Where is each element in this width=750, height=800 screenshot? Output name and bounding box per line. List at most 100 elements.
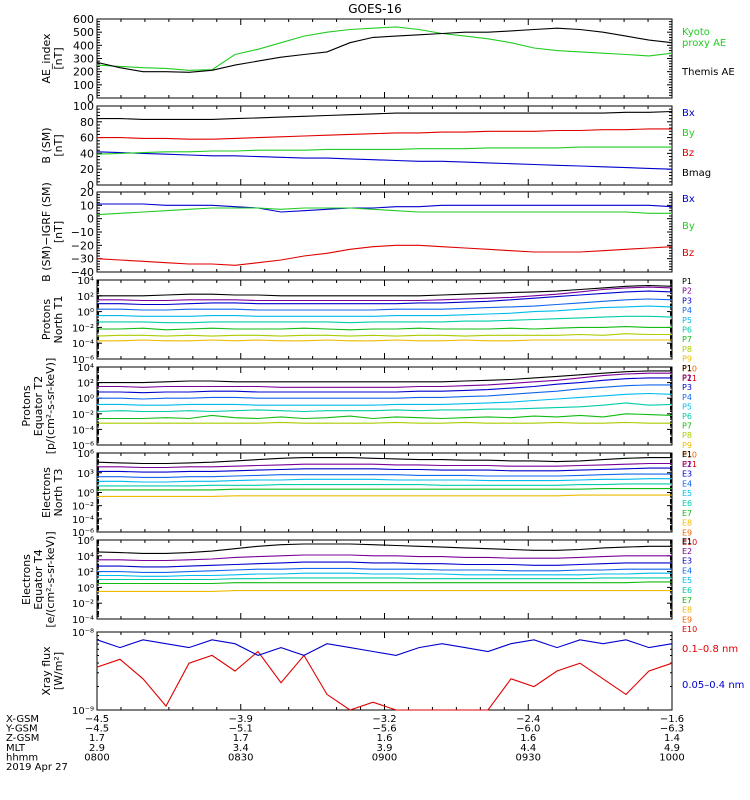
- legend-entry: Bmag: [682, 168, 711, 179]
- series-line-p3: [97, 377, 672, 394]
- y-tick-label: 100: [73, 100, 94, 113]
- y-tick-label: 10⁻²: [72, 502, 94, 513]
- y-axis-label: North T3: [52, 469, 65, 517]
- y-tick-label: 60: [80, 132, 94, 145]
- y-tick-label: 10⁻²: [72, 410, 94, 421]
- x-axis-row-label: MLT: [6, 743, 26, 754]
- y-tick-label: 10²: [77, 379, 94, 390]
- series-line-e8: [97, 590, 672, 592]
- x-axis-value: −4.5: [85, 714, 109, 725]
- legend-entry: E4: [682, 479, 692, 488]
- legend-entry: E2: [682, 547, 692, 556]
- y-axis-label: Equator T2: [32, 376, 45, 436]
- y-tick-label: 10⁻⁶: [72, 441, 94, 452]
- panel-frame: [96, 105, 673, 186]
- legend-entry: 0.05–0.4 nm: [682, 680, 744, 691]
- y-tick-label: 80: [80, 116, 94, 129]
- y-axis-label: Equator T4: [32, 549, 45, 609]
- legend-entry: P3: [682, 383, 692, 392]
- y-axis-label: B (SM): [40, 127, 53, 163]
- series-line-bmag: [97, 110, 673, 120]
- series-line-0-1-0-8-nm: [96, 650, 673, 711]
- y-tick-label: 10⁶: [77, 449, 94, 460]
- y-tick-label: 10: [80, 199, 94, 212]
- y-tick-label: 40: [80, 147, 94, 160]
- y-tick-label: −40: [71, 266, 94, 279]
- series-line-e6: [97, 483, 672, 487]
- legend-entry: By: [682, 221, 695, 232]
- y-tick-label: 10⁻⁴: [72, 515, 94, 526]
- y-tick-label: 20: [80, 163, 94, 176]
- y-tick-label: 10⁻⁴: [72, 425, 94, 436]
- y-tick-label: 10²: [77, 568, 94, 579]
- x-axis-row-label: X-GSM: [6, 714, 39, 725]
- legend-entry: P6: [682, 326, 692, 335]
- y-tick-label: 10⁻⁴: [72, 339, 94, 350]
- legend-entry: E3: [682, 470, 692, 479]
- series-line-p4: [97, 384, 672, 400]
- legend-entry: E1: [682, 537, 692, 546]
- series-line-p2: [97, 286, 673, 302]
- series-line-e5: [97, 478, 672, 483]
- x-axis-value: −3.9: [229, 714, 253, 725]
- legend-entry: E8: [682, 606, 692, 615]
- legend-entry: P8: [682, 345, 692, 354]
- legend-entry: P5: [682, 402, 692, 411]
- x-axis-value: 4.4: [520, 743, 536, 754]
- legend-entry: E4: [682, 566, 692, 575]
- x-axis-value: 1.6: [377, 733, 393, 744]
- series-line-p7: [97, 413, 673, 420]
- y-tick-label: 10⁰: [77, 583, 94, 594]
- legend-entry: E5: [682, 576, 692, 585]
- panel-5: 10⁴ 10² 10⁰ 10⁻² 10⁻⁴ 10⁻⁶ Protons Equator T2 [p…: [20, 358, 697, 469]
- x-axis-table: X-GSM −4.5 −3.9 −3.2 −2.4 −1.6 Y-GSM −4.5 −5.1 −5…: [5, 714, 685, 773]
- legend-entry: Bx: [682, 108, 695, 119]
- y-tick-label: 10⁰: [77, 308, 94, 319]
- x-axis-row-label: hhmm: [6, 752, 38, 763]
- x-axis-value: 0830: [228, 752, 253, 763]
- y-tick-label: −20: [71, 239, 94, 252]
- legend-entry: P1: [682, 364, 692, 373]
- legend-entry: 0.1–0.8 nm: [682, 644, 738, 655]
- series-line-bz: [97, 128, 672, 140]
- y-tick-label: 10⁰: [77, 394, 94, 405]
- x-axis-value: 1.7: [233, 733, 249, 744]
- y-tick-label: 10⁴: [77, 276, 94, 287]
- y-tick-label: 10⁻²: [72, 599, 94, 610]
- panel-frame: [96, 191, 673, 273]
- y-tick-label: 500: [73, 26, 94, 39]
- series-line-e1: [96, 457, 672, 465]
- series-line-by: [96, 146, 672, 155]
- series-line-p2: [97, 372, 672, 388]
- series-line-kyoto-proxy-ae: [96, 26, 673, 71]
- x-axis-value: −5.1: [229, 724, 253, 735]
- legend-entry: P6: [682, 412, 692, 421]
- x-axis-value: 1.6: [520, 733, 536, 744]
- x-axis-row-label: Z-GSM: [6, 733, 39, 744]
- x-axis-value: 3.9: [377, 743, 393, 754]
- y-axis-label: Protons: [40, 299, 53, 340]
- series-line-bz: [96, 244, 673, 266]
- y-tick-label: 0: [87, 92, 94, 105]
- x-axis-value: −1.6: [660, 714, 684, 725]
- y-tick-label: 100: [73, 79, 94, 92]
- y-axis-label: B (SM)−IGRF (SM): [40, 182, 53, 282]
- series-line-p9: [97, 339, 672, 342]
- legend-entry: P11: [682, 374, 697, 383]
- x-axis-value: −6.3: [660, 724, 684, 735]
- legend-entry: By: [682, 128, 695, 139]
- series-line-e3: [97, 467, 672, 473]
- y-tick-label: 0: [87, 213, 94, 226]
- y-tick-label: −30: [71, 253, 94, 266]
- legend-entry: Kyoto: [682, 27, 710, 38]
- y-tick-label: 600: [73, 13, 94, 26]
- date-label: 2019 Apr 27: [6, 762, 68, 773]
- y-tick-label: 10⁰: [77, 489, 94, 500]
- legend-entry: P11: [682, 460, 697, 469]
- series-line-p7: [97, 326, 672, 331]
- x-axis-value: 1.4: [664, 733, 680, 744]
